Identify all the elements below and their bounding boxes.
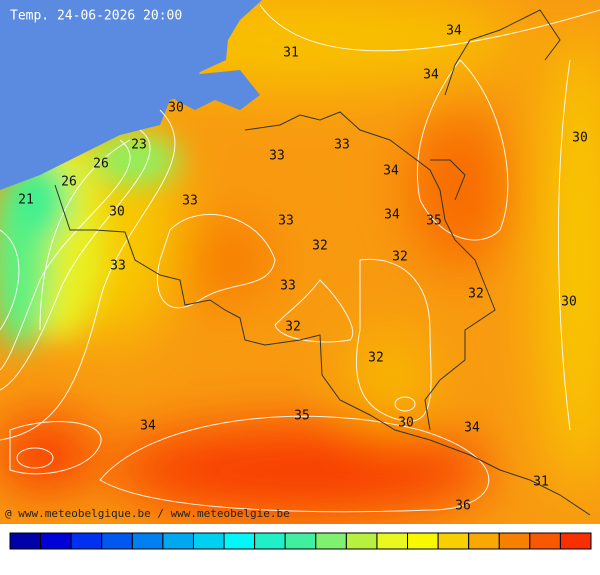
estuary [175,70,260,110]
isotherms [0,4,600,513]
contour-label: 30 [561,295,577,310]
contour-label: 32 [368,351,384,366]
colorbar-swatch [284,532,317,550]
colorbar-swatch [9,532,42,550]
contour-label: 33 [110,259,126,274]
contour-label: 33 [182,194,198,209]
contour-label: 34 [464,421,480,436]
colorbar-swatch [131,532,164,550]
contour-label: 34 [423,68,439,83]
contour-label: 35 [294,409,310,424]
contour-label: 34 [446,24,462,39]
map-title: Temp. 24-06-2026 20:00 [10,9,182,24]
colorbar-swatch [345,532,378,550]
contour-label: 34 [384,208,400,223]
contour-label: 21 [18,193,34,208]
colorbar-swatch [40,532,72,550]
contour-label: 30 [109,205,125,220]
colorbar-swatch [437,532,470,550]
credit: @ www.meteobelgique.be / www.meteobelgie… [5,507,290,520]
contour-label: 33 [278,214,294,229]
contour-label: 33 [280,279,296,294]
colorbar [9,532,592,550]
colorbar-swatch [407,532,439,550]
contour-label: 35 [426,214,442,229]
colorbar-swatch [101,532,133,550]
borders [54,9,591,516]
contour-labels: 34 31 34 30 23 33 26 33 30 34 26 21 33 30 34 35 33 32 32 33… [18,24,588,514]
colorbar-swatch [315,532,347,550]
temperature-field [0,0,600,524]
contour-label: 31 [533,475,549,490]
contour-label: 26 [61,175,77,190]
colorbar-swatch [529,532,561,550]
contour-label: 32 [468,287,484,302]
contour-label: 32 [285,320,301,335]
contour-label: 30 [168,101,184,116]
contour-label: 32 [312,239,328,254]
contour-label: 33 [269,149,285,164]
contour-label: 33 [334,138,350,153]
colorbar-swatch [192,532,225,550]
colorbar-swatch [498,532,531,550]
colorbar-swatch [254,532,286,550]
contour-label: 36 [455,499,471,514]
contour-label: 26 [93,157,109,172]
colorbar-swatch [559,532,592,550]
colorbar-swatch [468,532,500,550]
colorbar-swatch [376,532,409,550]
colorbar-swatch [162,532,194,550]
contour-label: 32 [392,250,408,265]
contour-label: 34 [383,164,399,179]
contour-label: 30 [572,131,588,146]
sea [0,0,262,190]
contour-label: 23 [131,138,147,153]
contour-label: 30 [398,416,414,431]
colorbar-swatch [70,532,103,550]
colorbar-swatch [223,532,256,550]
contour-label: 31 [283,46,299,61]
contour-label: 34 [140,419,156,434]
